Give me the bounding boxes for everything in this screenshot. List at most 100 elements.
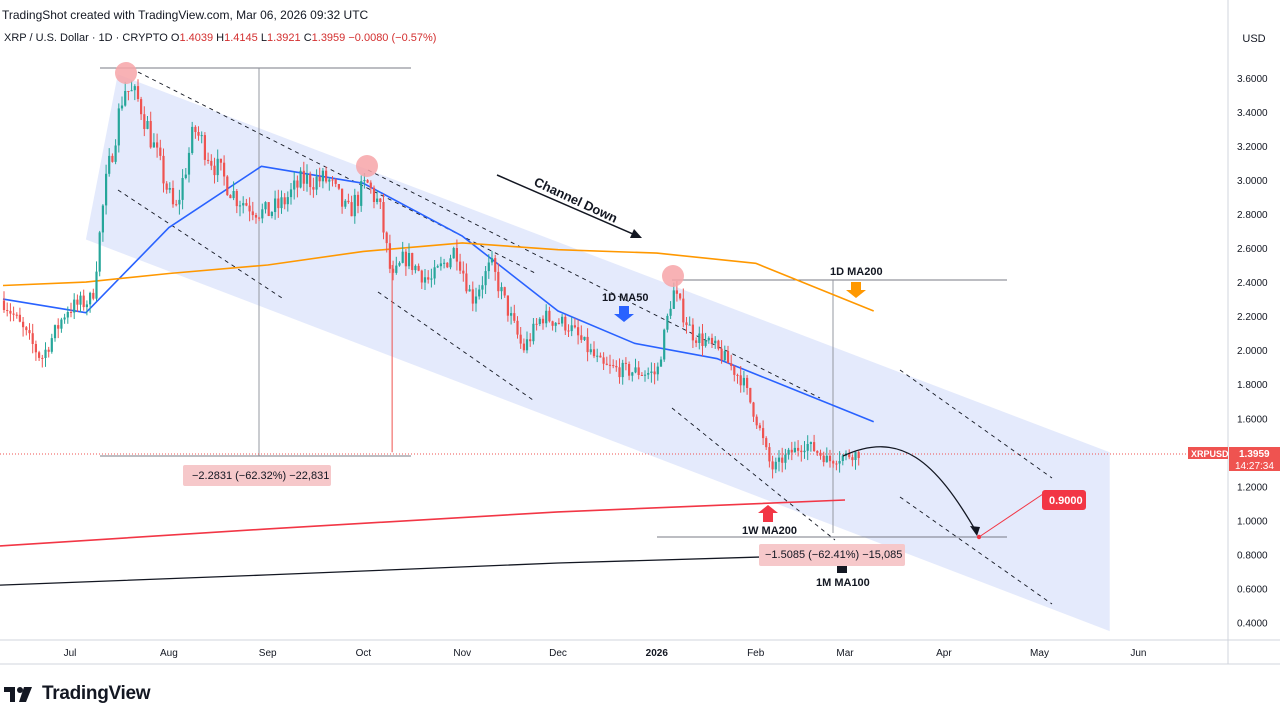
candle-body [325,170,328,182]
y-tick-label: 0.6000 [1237,585,1268,596]
channel-guide-line-1 [117,189,283,299]
candle-body [474,296,478,304]
symbol-tag-text: XRPUSD [1191,449,1229,459]
candle-body [197,132,200,136]
target-badge-text: 0.9000 [1049,495,1083,507]
candle-body [825,455,828,463]
candle-body [133,86,136,91]
candle-body [162,155,165,184]
y-tick-label: 1.2000 [1237,482,1268,493]
ohlc-legend: XRP / U.S. Dollar · 1D · CRYPTO O1.4039 … [4,32,436,44]
candle-body [12,313,15,315]
candle-body [612,365,615,367]
candle-body [624,362,627,364]
candle-body [462,270,465,274]
candle-body [85,304,88,308]
candle-body [232,191,235,199]
currency-button[interactable]: USD [1242,33,1266,45]
ma100-1m-label: 1M MA100 [816,577,870,589]
candle-body [318,176,321,182]
candle-body [535,323,538,325]
candle-body [749,387,752,403]
candle-body [82,295,85,308]
candle-body [436,266,439,268]
candle-body [216,158,219,176]
candle-body [98,232,101,272]
candle-body [615,366,618,368]
candle-body [401,251,404,263]
candle-body [803,450,806,453]
candle-body [187,152,191,175]
y-tick-label: 3.2000 [1237,142,1268,153]
x-tick-label: Jul [64,648,77,659]
candle-body [159,147,162,156]
candle-body [589,349,592,353]
candle-body [245,203,248,206]
candle-body [363,180,366,182]
candle-body [22,321,25,328]
candle-body [669,308,672,316]
candle-body [663,329,666,360]
tradingview-logo[interactable]: TradingView [2,680,151,708]
candle-body [573,325,576,328]
x-tick-label: Apr [936,648,952,659]
candle-body [762,428,765,439]
candle-body [580,335,583,340]
candle-body [108,155,111,174]
candle-body [47,349,50,352]
candles-group [2,79,860,479]
candle-body [277,198,280,209]
ma200-1w-label: 1W MA200 [742,525,797,537]
measure-text-2: −1.5085 (−62.41%) −15,085 [765,549,902,561]
x-tick-label: Mar [836,648,854,659]
candle-body [835,463,838,465]
candle-body [60,319,63,329]
candle-body [484,271,487,286]
candle-body [372,187,376,202]
target-point [976,534,982,540]
candle-body [557,322,560,324]
candle-body [57,325,60,329]
candle-body [331,179,334,181]
top-marker-1 [115,62,137,84]
candle-body [293,180,296,190]
ma-line-1d-ma50 [2,165,874,423]
y-tick-label: 3.4000 [1237,108,1268,119]
candle-body [117,108,120,146]
candle-body [347,200,350,203]
candle-body [647,373,650,375]
candle-body [44,349,47,358]
y-tick-label: 2.0000 [1237,346,1268,357]
candle-body [286,197,289,205]
candle-body [130,90,133,92]
candle-body [621,362,624,378]
projection-curve [842,446,978,534]
candle-body [15,314,18,316]
candle-body [350,202,353,217]
candle-body [353,194,356,217]
candle-body [267,202,270,216]
candle-body [417,265,420,271]
candle-body [207,159,210,161]
candle-body [605,363,608,365]
channel-arrowhead [630,229,642,238]
candle-body [344,200,347,207]
candle-body [781,457,784,463]
candle-body [337,184,340,189]
y-tick-label: 2.6000 [1237,244,1268,255]
x-tick-label: Oct [356,648,372,659]
candle-body [369,182,372,188]
channel-down-band [85,74,1110,632]
candle-body [321,170,324,182]
candle-body [490,258,494,263]
channel-guide-line-2 [137,71,536,274]
candle-body [53,325,57,339]
candle-body [564,316,567,331]
candle-body [223,162,226,177]
candle-body [806,444,809,451]
ma200-1d-label: 1D MA200 [830,266,883,278]
candle-body [414,265,417,271]
channel-arrow-line [496,174,641,238]
candle-body [136,86,140,99]
